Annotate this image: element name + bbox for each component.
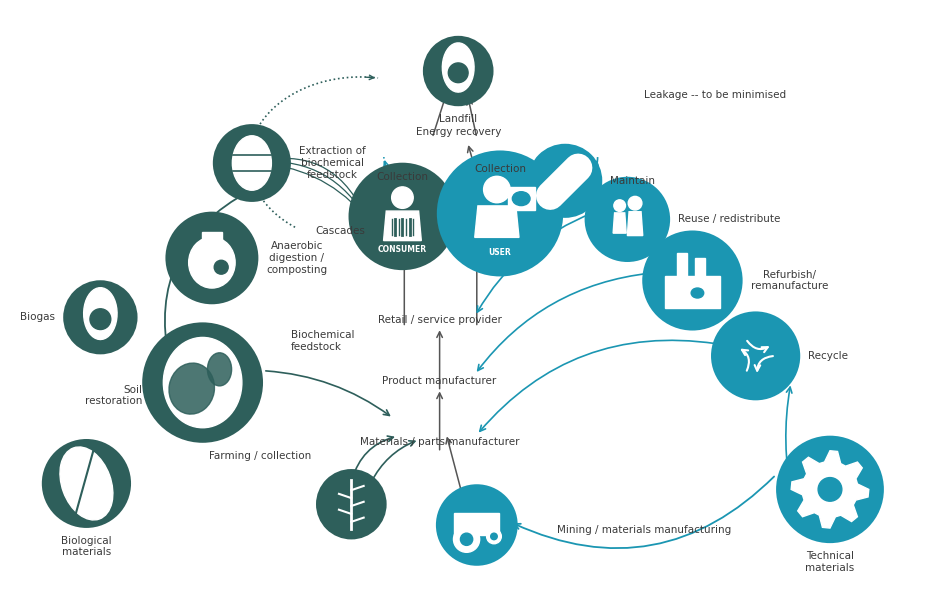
Circle shape — [316, 469, 387, 540]
Polygon shape — [665, 276, 720, 308]
Polygon shape — [627, 211, 642, 235]
Text: Extraction of
biochemical
feedstock: Extraction of biochemical feedstock — [299, 146, 366, 180]
Circle shape — [349, 163, 456, 270]
Circle shape — [711, 311, 800, 400]
Text: Refurbish/
remanufacture: Refurbish/ remanufacture — [751, 270, 828, 291]
Circle shape — [486, 529, 501, 544]
Text: Energy recovery: Energy recovery — [415, 126, 501, 137]
Circle shape — [460, 533, 473, 545]
Ellipse shape — [189, 237, 235, 288]
Circle shape — [628, 196, 642, 210]
Polygon shape — [442, 43, 474, 92]
Ellipse shape — [691, 288, 704, 298]
Circle shape — [528, 144, 602, 218]
Polygon shape — [695, 258, 705, 276]
Text: Leakage -- to be minimised: Leakage -- to be minimised — [644, 90, 786, 100]
Text: Recycle: Recycle — [808, 351, 848, 361]
Text: Landfill: Landfill — [439, 114, 477, 124]
Text: Reuse / redistribute: Reuse / redistribute — [678, 214, 781, 225]
Circle shape — [64, 280, 137, 355]
Polygon shape — [202, 232, 223, 253]
Text: Materials / parts manufacturer: Materials / parts manufacturer — [360, 437, 519, 447]
Ellipse shape — [60, 447, 113, 520]
Circle shape — [392, 187, 413, 208]
Text: Soil
restoration: Soil restoration — [85, 385, 142, 407]
Circle shape — [776, 435, 884, 543]
Polygon shape — [508, 187, 535, 210]
Text: Collection: Collection — [474, 164, 526, 174]
Polygon shape — [383, 211, 422, 241]
Circle shape — [453, 527, 480, 552]
Text: Product manufacturer: Product manufacturer — [382, 376, 496, 386]
Circle shape — [448, 63, 468, 83]
Polygon shape — [613, 213, 626, 233]
Circle shape — [437, 150, 563, 277]
Text: Collection: Collection — [377, 172, 428, 182]
Ellipse shape — [169, 363, 214, 414]
Circle shape — [818, 477, 842, 501]
Circle shape — [614, 200, 626, 211]
Circle shape — [483, 176, 511, 202]
Circle shape — [436, 484, 518, 566]
Text: Anaerobic
digestion /
composting: Anaerobic digestion / composting — [266, 241, 327, 274]
Text: Biochemical
feedstock: Biochemical feedstock — [291, 330, 354, 352]
Circle shape — [423, 36, 494, 106]
Polygon shape — [791, 450, 869, 528]
Circle shape — [90, 308, 110, 329]
Circle shape — [584, 177, 670, 262]
Polygon shape — [83, 288, 117, 340]
Text: Biological
materials: Biological materials — [61, 536, 112, 558]
Text: Mining / materials manufacturing: Mining / materials manufacturing — [556, 525, 731, 535]
Circle shape — [142, 322, 263, 443]
Circle shape — [165, 211, 258, 304]
Polygon shape — [475, 206, 519, 237]
Text: Retail / service provider: Retail / service provider — [378, 315, 501, 325]
Text: Maintain: Maintain — [611, 176, 655, 186]
Circle shape — [213, 124, 291, 202]
Circle shape — [214, 261, 228, 274]
Text: Cascades: Cascades — [315, 226, 365, 236]
Ellipse shape — [208, 353, 232, 386]
Circle shape — [42, 439, 131, 528]
Circle shape — [642, 231, 742, 331]
Text: Technical
materials: Technical materials — [805, 551, 855, 573]
Polygon shape — [677, 253, 687, 276]
Text: Farming / collection: Farming / collection — [209, 451, 311, 461]
Polygon shape — [454, 513, 499, 535]
Ellipse shape — [164, 337, 242, 428]
Circle shape — [491, 533, 497, 540]
Text: Biogas: Biogas — [21, 312, 55, 322]
Ellipse shape — [512, 192, 530, 205]
Ellipse shape — [233, 136, 271, 190]
Text: USER: USER — [489, 248, 511, 257]
Text: CONSUMER: CONSUMER — [378, 245, 427, 254]
